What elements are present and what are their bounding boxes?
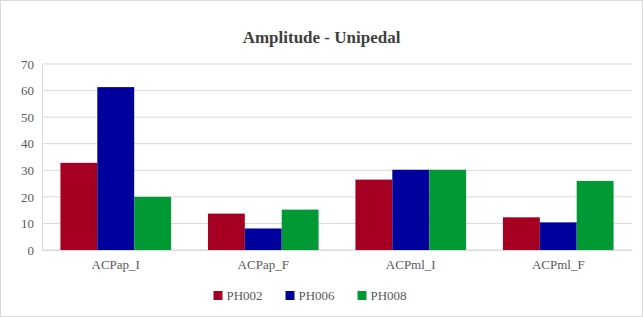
legend-item: PH008 [358,288,407,303]
x-tick-label: ACPml_I [386,257,436,272]
legend-label: PH006 [299,288,336,303]
y-tick: 50 [21,110,42,125]
title: Amplitude - Unipedal [243,28,401,47]
grid [42,64,632,250]
y-tick-label: 70 [21,57,34,72]
bar [392,170,429,250]
bar-series [134,170,613,250]
x-tick-label: ACPml_F [532,257,585,272]
x-axis: ACPap_I ACPap_F ACPml_I ACPml_F [43,250,633,272]
grid-line [42,64,632,65]
y-axis-line [42,65,43,251]
y-tick-label: 30 [21,163,34,178]
bar-series [97,87,576,250]
bar [577,181,614,250]
y-tick-label: 60 [21,83,34,98]
y-tick: 10 [21,216,42,231]
bar [429,170,466,250]
y-tick-label: 50 [21,110,34,125]
y-tick-label: 0 [28,243,35,258]
plot: 0 10 20 30 40 50 60 70 ACPap_I ACPap_F ACPml_I ACPm… [21,57,633,273]
legend: PH002 PH006 PH008 [214,288,407,303]
y-tick: 0 [28,243,43,258]
y-tick-label: 10 [21,216,34,231]
bar [540,222,577,250]
x-tick: ACPap_I [92,250,140,272]
legend-swatch [286,291,295,300]
bar [282,210,319,250]
legend-swatch [358,291,367,300]
bar [97,87,134,250]
y-tick: 60 [21,83,42,98]
y-tick: 20 [21,190,42,205]
x-tick-label: ACPap_I [92,257,140,272]
x-tick-label: ACPap_F [238,257,289,272]
chart-frame [1,1,643,317]
y-axis: 0 10 20 30 40 50 60 70 [21,57,43,258]
bar [208,214,245,250]
y-tick: 30 [21,163,42,178]
legend-item: PH006 [286,288,336,303]
legend-label: PH008 [371,288,407,303]
bar [245,228,282,250]
bar [355,180,392,250]
y-tick-label: 20 [21,190,34,205]
chart: 0 10 20 30 40 50 60 70 ACPap_I ACPap_F ACPml_I ACPm… [0,0,643,317]
x-tick: ACPap_F [238,250,289,272]
bar [503,217,540,250]
y-tick: 40 [21,136,42,151]
x-tick: ACPml_I [386,250,436,272]
y-tick: 70 [21,57,42,72]
bar [60,163,97,250]
bars [60,87,613,250]
legend-label: PH002 [227,288,263,303]
x-tick: ACPml_F [532,250,585,272]
x-axis-line [43,250,633,251]
y-tick-label: 40 [21,136,34,151]
bar [134,197,171,250]
legend-swatch [214,291,223,300]
legend-item: PH002 [214,288,263,303]
